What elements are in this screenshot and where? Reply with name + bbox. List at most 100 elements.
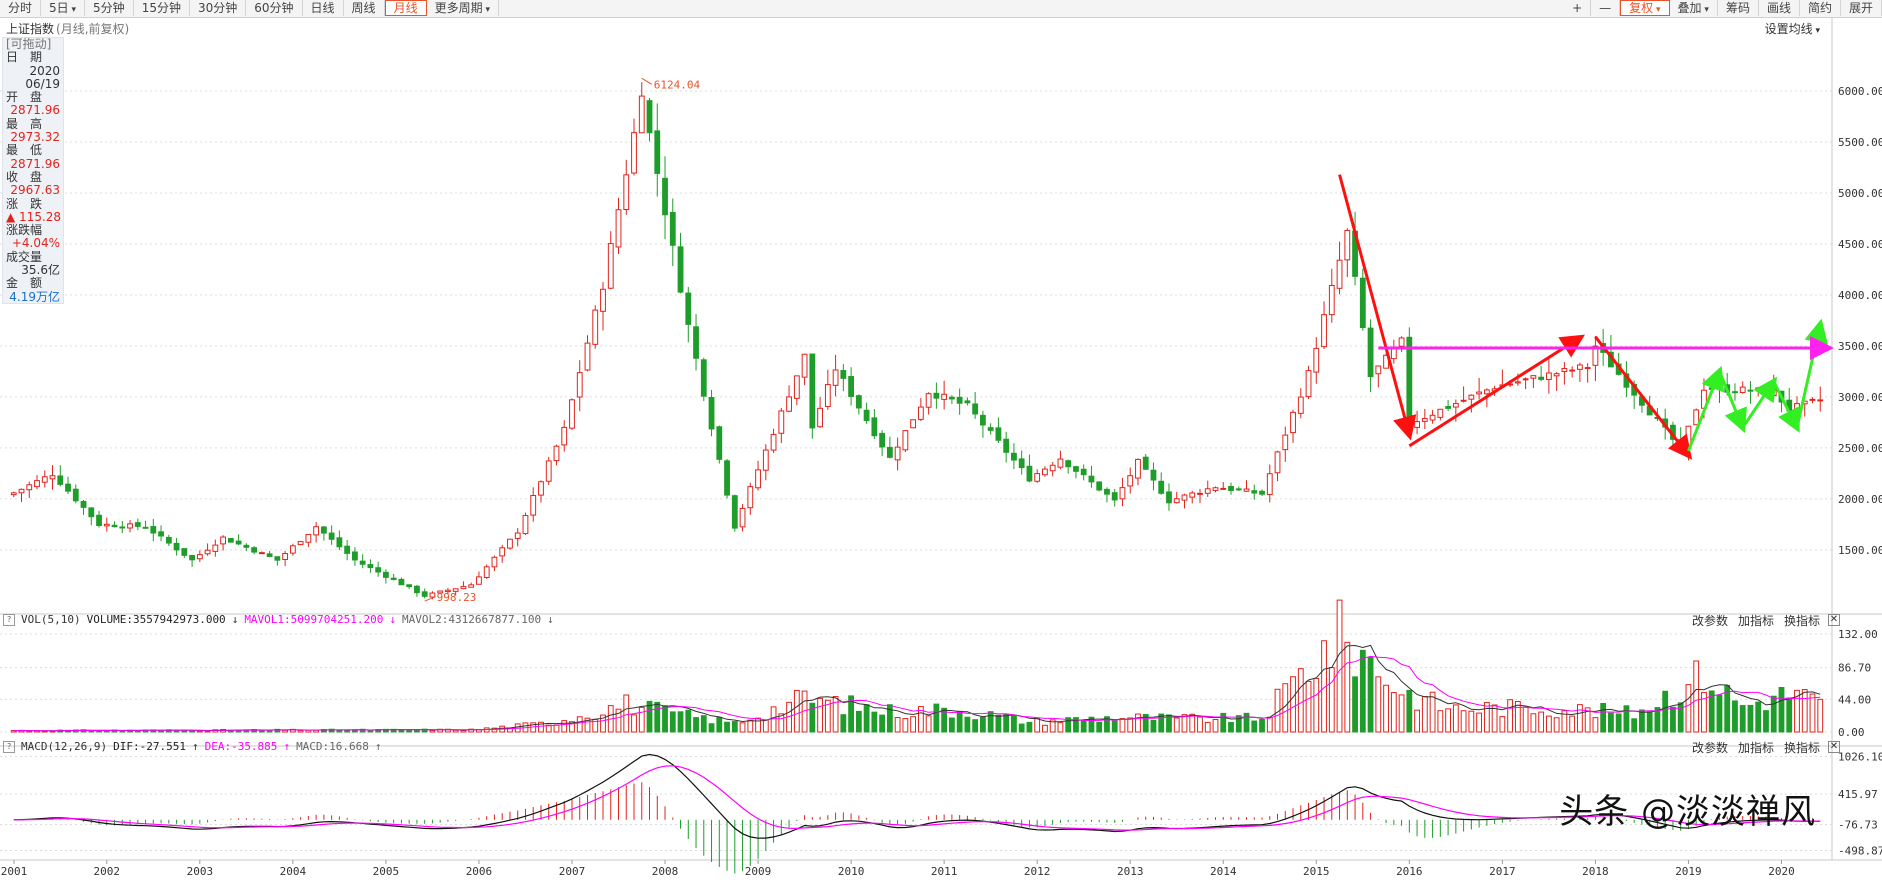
- candle-body: [623, 174, 630, 210]
- volume-bar: [1166, 714, 1172, 733]
- toolbar-right-button-0[interactable]: +: [1564, 0, 1592, 16]
- candle-body: [917, 406, 924, 420]
- year-tick-label: 2014: [1210, 865, 1237, 878]
- candle-body: [1282, 434, 1289, 451]
- volume-bar: [1677, 702, 1684, 733]
- help-icon[interactable]: ?: [3, 740, 15, 753]
- candle-body: [189, 554, 195, 561]
- candle-body: [34, 480, 40, 488]
- toolbar-right-button-4[interactable]: 筹码: [1717, 0, 1759, 16]
- period-button-3[interactable]: 15分钟: [133, 0, 190, 16]
- candle-body: [204, 549, 211, 555]
- toolbar-right-button-1[interactable]: —: [1591, 0, 1621, 16]
- volume-bar: [553, 724, 560, 733]
- volume-bar: [1530, 713, 1537, 733]
- year-tick-label: 2004: [280, 865, 307, 878]
- candle-body: [1197, 492, 1203, 495]
- candle-body: [1530, 375, 1537, 379]
- period-button-6[interactable]: 日线: [302, 0, 344, 16]
- vol-switch-indicator-button[interactable]: 换指标: [1783, 614, 1820, 628]
- candle-body: [181, 548, 188, 556]
- year-tick-label: 2012: [1024, 865, 1051, 878]
- period-button-4[interactable]: 30分钟: [189, 0, 247, 16]
- toolbar-right-button-5[interactable]: 画线: [1758, 0, 1800, 16]
- candle-body: [57, 475, 64, 485]
- volume-bar: [1538, 711, 1545, 733]
- volume-bars: [10, 599, 1824, 733]
- volume-bar: [871, 711, 878, 733]
- period-button-5[interactable]: 60分钟: [246, 0, 303, 16]
- candle-body: [1266, 473, 1273, 496]
- candle-body: [1576, 364, 1583, 370]
- candle-body: [1406, 336, 1413, 426]
- candle-body: [134, 522, 141, 527]
- candle-body: [88, 507, 95, 518]
- candle-body: [251, 547, 258, 553]
- volume-bar: [1313, 677, 1320, 733]
- candle-body: [414, 585, 420, 594]
- candle-body: [274, 556, 281, 561]
- candle-body: [243, 544, 250, 548]
- dea-line: [13, 765, 1821, 831]
- volume-bar: [1104, 716, 1110, 733]
- candle-body: [18, 488, 25, 494]
- volume-bar: [1220, 712, 1227, 733]
- volume-bar: [731, 721, 738, 733]
- macd-close-icon[interactable]: ✕: [1828, 741, 1840, 753]
- candle-body: [1468, 394, 1475, 400]
- candle-body: [700, 359, 707, 397]
- candle-body: [1080, 468, 1087, 476]
- volume-bar: [1414, 709, 1420, 733]
- volume-bar: [964, 716, 971, 733]
- toolbar-right-button-3[interactable]: 叠加: [1669, 0, 1718, 16]
- volume-bar: [685, 709, 692, 733]
- help-icon[interactable]: ?: [3, 613, 15, 626]
- toolbar-right-button-2[interactable]: 复权: [1620, 0, 1670, 16]
- candle-body: [1003, 438, 1010, 453]
- candle-body: [421, 591, 428, 597]
- trend-arrow: [1795, 318, 1828, 428]
- macd-dif-value: DIF:-27.551: [113, 740, 186, 753]
- date-day: 06/19: [25, 76, 60, 91]
- candle-body: [406, 584, 413, 588]
- low-label: 最 低: [6, 143, 43, 158]
- price-tick-label: 3000.00: [1838, 391, 1882, 404]
- period-button-0[interactable]: 分时: [0, 0, 42, 16]
- candle-body: [305, 533, 312, 543]
- candle-body: [941, 393, 948, 400]
- vol-change-params-button[interactable]: 改参数: [1691, 614, 1728, 628]
- candle-body: [359, 560, 366, 565]
- period-button-7[interactable]: 周线: [343, 0, 385, 16]
- period-button-2[interactable]: 5分钟: [85, 0, 134, 16]
- open-value: 2871.96: [10, 103, 60, 118]
- amount-label: 金 额: [6, 276, 43, 291]
- grid-lines: [0, 18, 1882, 861]
- macd-switch-indicator-button[interactable]: 换指标: [1783, 741, 1820, 755]
- ma-settings-dropdown[interactable]: 设置均线: [1765, 20, 1820, 37]
- macd-add-indicator-button[interactable]: 加指标: [1737, 741, 1774, 755]
- draggable-hint[interactable]: [可拖动]: [6, 37, 52, 51]
- volume-bar: [1817, 698, 1824, 733]
- candle-body: [196, 554, 203, 560]
- volume-bar: [1452, 704, 1459, 733]
- volume-bar: [406, 729, 413, 733]
- candle-body: [111, 524, 118, 528]
- toolbar-right-button-6[interactable]: 简约: [1799, 0, 1841, 16]
- quote-info-panel[interactable]: [可拖动] 日 期 2020 06/19 开 盘 2871.96 最 高 297…: [2, 37, 64, 304]
- volume-bar: [1367, 657, 1374, 733]
- price-tick-label: 4000.00: [1838, 289, 1882, 302]
- period-button-1[interactable]: 5日: [41, 0, 86, 16]
- vol-close-icon[interactable]: ✕: [1828, 614, 1840, 626]
- period-button-9[interactable]: 更多周期: [426, 0, 499, 16]
- volume-bar: [1809, 693, 1816, 733]
- candle-body: [840, 370, 847, 379]
- volume-bar: [1445, 708, 1451, 733]
- candle-body: [948, 396, 955, 400]
- toolbar-right-button-7[interactable]: 展开: [1840, 0, 1882, 16]
- vol-add-indicator-button[interactable]: 加指标: [1737, 614, 1774, 628]
- candle-body: [445, 589, 451, 593]
- volume-bar: [1375, 676, 1382, 733]
- volume-bar: [739, 722, 746, 733]
- macd-change-params-button[interactable]: 改参数: [1691, 741, 1728, 755]
